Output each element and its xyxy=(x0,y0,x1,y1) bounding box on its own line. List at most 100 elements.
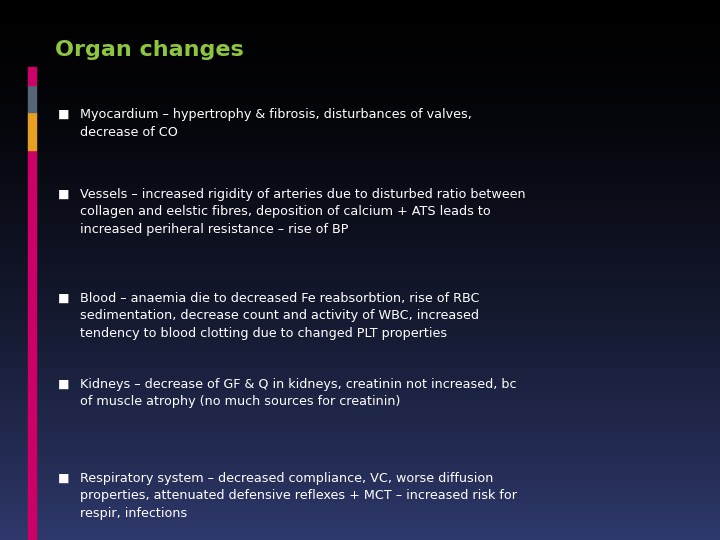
Bar xyxy=(0,278,720,281)
Bar xyxy=(0,356,720,359)
Bar xyxy=(0,529,720,532)
Bar xyxy=(0,19,720,22)
Bar xyxy=(0,265,720,267)
Bar xyxy=(0,327,720,329)
Bar xyxy=(0,516,720,518)
Text: Respiratory system – decreased compliance, VC, worse diffusion
properties, atten: Respiratory system – decreased complianc… xyxy=(80,472,517,520)
Bar xyxy=(0,138,720,140)
Bar xyxy=(0,256,720,259)
Bar xyxy=(0,70,720,73)
Bar xyxy=(0,238,720,240)
Bar xyxy=(0,443,720,445)
Bar xyxy=(0,14,720,16)
Bar xyxy=(0,59,720,62)
Bar xyxy=(0,375,720,378)
Bar xyxy=(0,472,720,475)
Bar xyxy=(0,354,720,356)
Text: Blood – anaemia die to decreased Fe reabsorbtion, rise of RBC
sedimentation, dec: Blood – anaemia die to decreased Fe reab… xyxy=(80,292,480,340)
Bar xyxy=(0,321,720,324)
Bar xyxy=(0,81,720,84)
Bar xyxy=(0,381,720,383)
Bar xyxy=(0,500,720,502)
Bar xyxy=(0,92,720,94)
Bar xyxy=(0,378,720,381)
Bar xyxy=(0,54,720,57)
Bar xyxy=(0,483,720,486)
Bar xyxy=(0,189,720,192)
Bar xyxy=(0,459,720,462)
Text: ■: ■ xyxy=(58,472,70,485)
Bar xyxy=(0,273,720,275)
Bar xyxy=(0,148,720,151)
Bar xyxy=(28,150,36,540)
Bar xyxy=(0,535,720,537)
Bar xyxy=(0,373,720,375)
Bar xyxy=(0,84,720,86)
Bar xyxy=(0,216,720,219)
Bar xyxy=(0,230,720,232)
Bar xyxy=(0,103,720,105)
Bar xyxy=(0,235,720,238)
Bar xyxy=(0,338,720,340)
Bar xyxy=(0,335,720,338)
Bar xyxy=(0,281,720,284)
Bar xyxy=(0,248,720,251)
Bar xyxy=(0,537,720,540)
Bar xyxy=(0,494,720,497)
Bar xyxy=(0,122,720,124)
Bar xyxy=(0,51,720,54)
Bar xyxy=(0,300,720,302)
Text: ■: ■ xyxy=(58,378,70,391)
Bar xyxy=(0,308,720,310)
Bar xyxy=(0,489,720,491)
Bar xyxy=(0,410,720,413)
Bar xyxy=(0,232,720,235)
Bar xyxy=(0,73,720,76)
Bar xyxy=(0,197,720,200)
Bar xyxy=(0,11,720,14)
Bar xyxy=(0,297,720,300)
Bar xyxy=(0,194,720,197)
Bar xyxy=(0,78,720,81)
Text: Vessels – increased rigidity of arteries due to disturbed ratio between
collagen: Vessels – increased rigidity of arteries… xyxy=(80,188,526,236)
Bar xyxy=(0,105,720,108)
Bar xyxy=(0,427,720,429)
Bar xyxy=(0,262,720,265)
Bar xyxy=(0,62,720,65)
Bar xyxy=(0,470,720,472)
Bar xyxy=(0,240,720,243)
Bar xyxy=(0,319,720,321)
Bar xyxy=(0,389,720,392)
Bar xyxy=(0,451,720,454)
Bar xyxy=(0,432,720,435)
Bar xyxy=(0,286,720,289)
Bar xyxy=(0,35,720,38)
Bar xyxy=(0,167,720,170)
Bar xyxy=(0,38,720,40)
Bar xyxy=(28,112,36,150)
Bar xyxy=(0,192,720,194)
Bar xyxy=(0,113,720,116)
Bar xyxy=(0,362,720,364)
Bar xyxy=(0,224,720,227)
Bar xyxy=(0,302,720,305)
Bar xyxy=(0,151,720,154)
Bar xyxy=(0,243,720,246)
Bar xyxy=(0,200,720,202)
Text: ■: ■ xyxy=(58,188,70,201)
Bar xyxy=(0,219,720,221)
Bar xyxy=(0,170,720,173)
Bar xyxy=(0,3,720,5)
Bar xyxy=(0,100,720,103)
Text: ■: ■ xyxy=(58,292,70,305)
Bar xyxy=(0,343,720,346)
Bar xyxy=(0,324,720,327)
Bar xyxy=(0,111,720,113)
Bar xyxy=(0,518,720,521)
Bar xyxy=(0,508,720,510)
Bar xyxy=(0,418,720,421)
Bar xyxy=(0,346,720,348)
Bar xyxy=(28,67,36,85)
Bar xyxy=(0,251,720,254)
Bar xyxy=(0,127,720,130)
